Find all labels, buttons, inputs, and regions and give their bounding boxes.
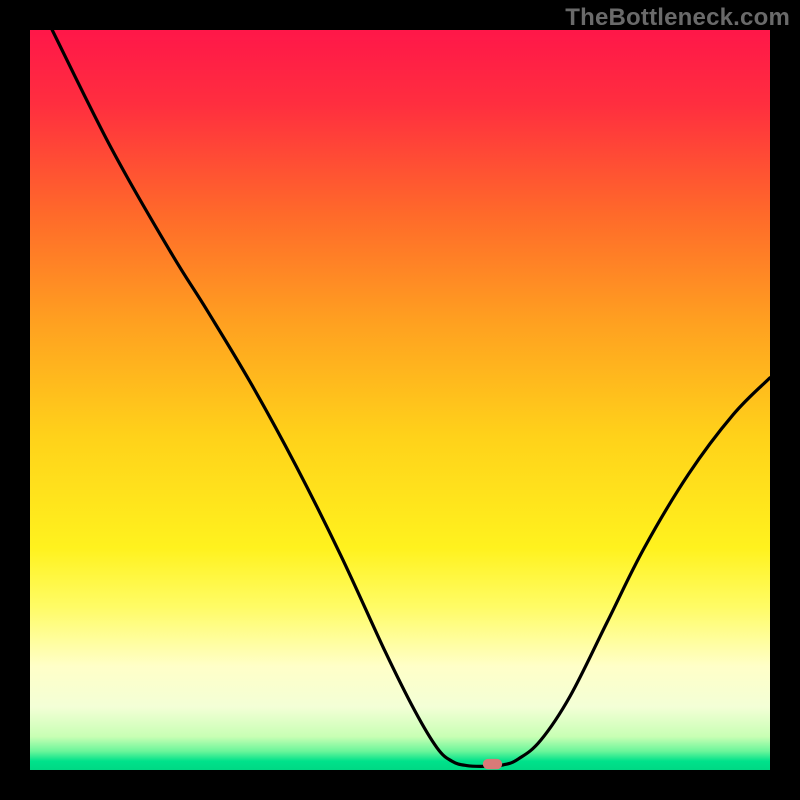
watermark-text: TheBottleneck.com — [565, 4, 790, 32]
chart-frame: TheBottleneck.com — [0, 0, 800, 800]
bottleneck-chart — [30, 30, 770, 770]
gradient-background — [30, 30, 770, 770]
plot-area — [30, 30, 770, 770]
optimum-marker — [483, 759, 502, 769]
